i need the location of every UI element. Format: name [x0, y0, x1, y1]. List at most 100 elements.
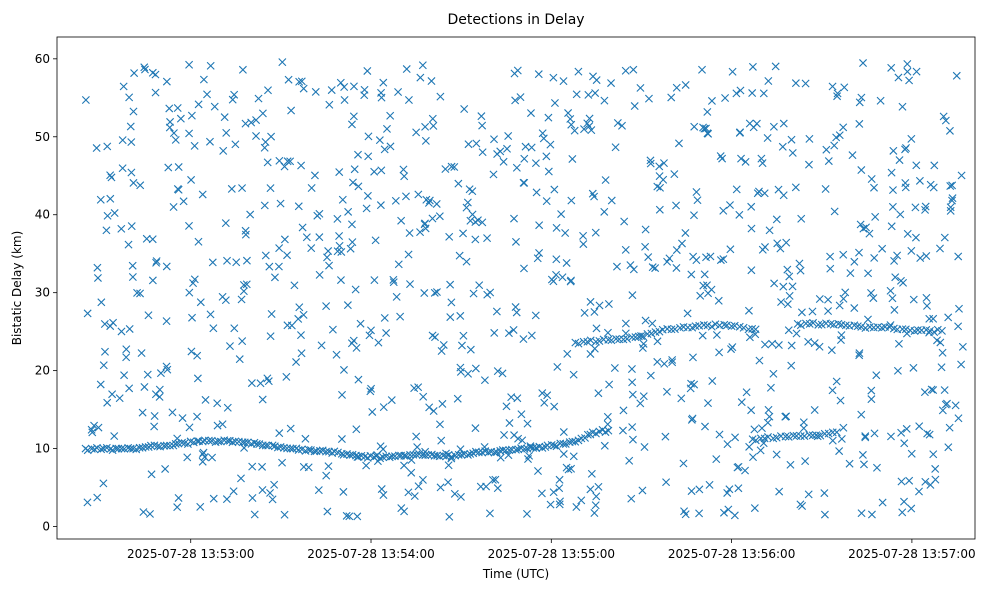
- detection-point: [607, 79, 616, 88]
- detection-point: [456, 445, 465, 454]
- detection-point: [286, 424, 295, 433]
- detection-point: [621, 319, 630, 328]
- detection-point: [447, 298, 456, 307]
- detection-point: [404, 488, 413, 497]
- detection-point: [432, 288, 441, 297]
- detection-point: [96, 195, 105, 204]
- detection-point: [810, 339, 819, 348]
- detection-point: [921, 202, 930, 211]
- detection-point: [619, 406, 628, 415]
- detection-point: [662, 387, 671, 396]
- detection-point: [833, 92, 842, 101]
- detection-point: [247, 379, 256, 388]
- detection-point: [898, 508, 907, 517]
- detection-point: [102, 226, 111, 235]
- detection-point: [533, 466, 542, 475]
- detection-point: [747, 406, 756, 415]
- detection-point: [824, 295, 833, 304]
- detection-point: [744, 306, 753, 315]
- detection-point: [297, 161, 306, 170]
- detection-point: [370, 167, 379, 176]
- detection-point: [287, 106, 296, 115]
- detection-point: [414, 383, 423, 392]
- detection-point: [146, 509, 154, 518]
- detection-point: [567, 196, 576, 205]
- detection-point: [791, 183, 800, 192]
- y-tick-label: 10: [35, 442, 50, 456]
- detection-point: [577, 496, 586, 505]
- detection-point: [777, 298, 786, 307]
- detection-point: [504, 329, 513, 338]
- detection-point: [653, 182, 662, 191]
- x-axis-ticks: 2025-07-28 13:53:00 2025-07-28 13:54:00 20…: [127, 539, 976, 561]
- detection-point: [655, 172, 664, 181]
- detection-point: [561, 439, 570, 448]
- detection-point: [791, 79, 800, 88]
- detection-point: [117, 224, 126, 233]
- detection-point: [354, 182, 363, 191]
- detection-point: [900, 497, 908, 506]
- detection-point: [367, 326, 375, 335]
- detection-point: [679, 459, 688, 468]
- detection-point: [592, 324, 601, 333]
- detection-point: [747, 224, 756, 233]
- detection-point: [231, 437, 240, 446]
- detection-point: [457, 341, 466, 350]
- detection-point: [512, 308, 521, 317]
- detection-point: [741, 157, 750, 166]
- detection-point: [568, 154, 577, 163]
- detection-point: [106, 194, 115, 203]
- detection-point: [136, 289, 145, 298]
- detection-point: [587, 126, 596, 135]
- detection-point: [925, 314, 934, 323]
- detection-point: [555, 500, 564, 509]
- detection-point: [141, 442, 150, 451]
- detection-point: [628, 423, 637, 432]
- detection-point: [151, 390, 160, 399]
- detection-point: [351, 285, 360, 294]
- detection-point: [325, 261, 334, 270]
- detection-point: [796, 432, 805, 441]
- detection-point: [735, 128, 744, 137]
- detection-point: [909, 363, 918, 372]
- detection-point: [532, 188, 541, 197]
- detection-point: [703, 107, 712, 116]
- detection-point: [562, 463, 571, 472]
- detection-point: [193, 374, 202, 383]
- detection-point: [907, 504, 916, 513]
- detection-point: [174, 185, 183, 194]
- detection-point: [373, 457, 382, 466]
- detection-point: [471, 218, 480, 227]
- detection-point: [99, 479, 108, 488]
- detection-point: [209, 324, 218, 333]
- detection-point: [469, 289, 478, 298]
- detection-point: [488, 475, 497, 484]
- detection-point: [278, 58, 287, 67]
- detection-point: [907, 246, 916, 255]
- detection-point: [730, 511, 739, 520]
- detection-point: [445, 512, 454, 521]
- detection-point: [493, 150, 502, 159]
- detection-point: [265, 262, 274, 271]
- detection-point: [363, 66, 372, 75]
- detection-point: [765, 226, 774, 235]
- detection-point: [483, 290, 492, 299]
- detection-point: [292, 358, 301, 367]
- detection-point: [808, 431, 817, 440]
- detection-point: [759, 89, 768, 98]
- detection-point: [787, 135, 796, 144]
- detection-point: [603, 412, 612, 421]
- detection-point: [672, 246, 681, 255]
- detection-point: [594, 389, 603, 398]
- detection-point: [173, 434, 182, 443]
- detection-point: [504, 132, 513, 140]
- detection-point: [114, 444, 123, 453]
- detection-point: [742, 388, 751, 397]
- detection-point: [957, 171, 966, 180]
- detection-point: [627, 333, 636, 342]
- detection-point: [270, 480, 279, 489]
- detection-point: [745, 333, 754, 342]
- detection-point: [876, 96, 885, 105]
- detection-point: [941, 116, 950, 125]
- detection-point: [407, 468, 416, 477]
